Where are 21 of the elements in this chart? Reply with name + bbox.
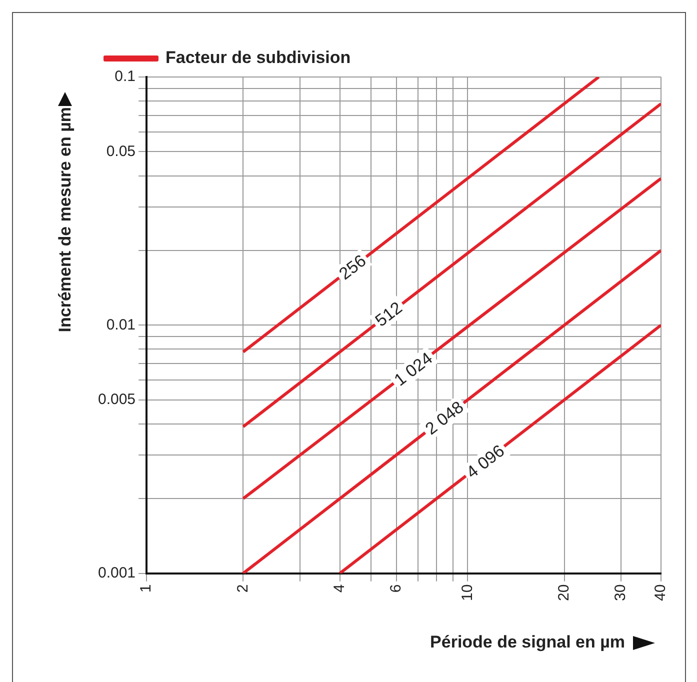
x-tick-label: 20	[555, 584, 572, 602]
annotation: 4 096	[462, 441, 508, 482]
y-axis-title: Incrément de mesure en µm	[56, 107, 75, 332]
x-tick-label: 40	[652, 584, 670, 602]
x-tick-label: 6	[388, 584, 405, 593]
annotation: 1 024	[390, 348, 436, 390]
x-tick-label: 4	[331, 584, 348, 593]
y-tick-label: 0.05	[106, 142, 136, 160]
x-tick-label: 2	[234, 584, 252, 593]
y-tick-label: 0.001	[98, 564, 136, 582]
x-tick-label: 30	[612, 584, 630, 602]
annotation: 256	[336, 251, 370, 284]
y-tick-label: 0.1	[114, 68, 136, 86]
x-tick-label: 1	[138, 584, 155, 593]
y-tick-label: 0.01	[106, 316, 136, 334]
x-tick-label: 10	[458, 584, 476, 602]
annotation: 512	[372, 298, 406, 330]
annotation: 2 048	[422, 397, 468, 439]
y-tick-label: 0.005	[98, 391, 136, 408]
legend-label: Facteur de subdivision	[166, 48, 351, 68]
x-axis-title: Période de signal en µm	[430, 632, 625, 652]
